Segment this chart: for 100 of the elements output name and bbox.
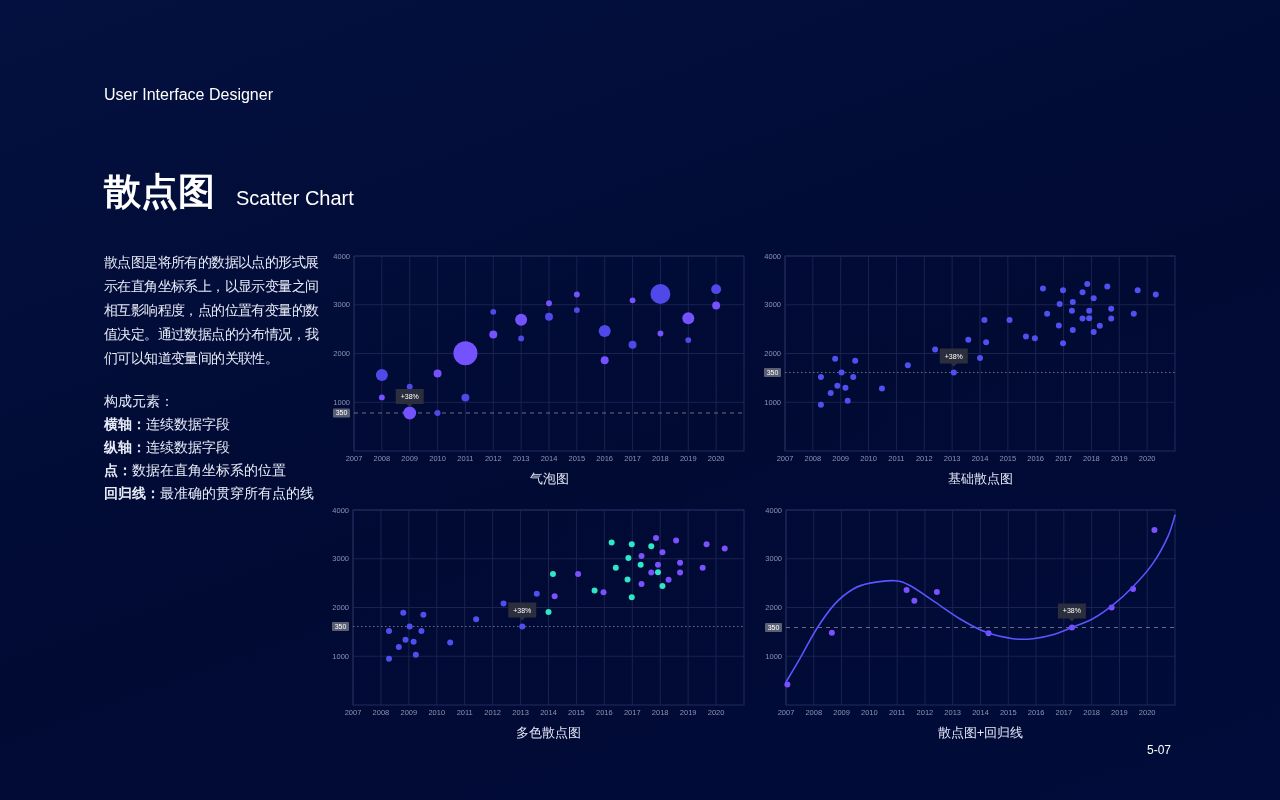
point (654, 569, 661, 576)
text: 回归线：最准确的贯穿所有点的线 (104, 485, 314, 503)
point (648, 569, 655, 576)
text: 点：数据在直角坐标系的位置 (104, 462, 286, 480)
point (665, 576, 672, 583)
point (654, 561, 661, 568)
point (1084, 281, 1091, 288)
text: 纵轴：连续数据字段 (104, 439, 230, 457)
point (817, 373, 824, 380)
point (1039, 285, 1046, 292)
point (624, 576, 631, 583)
point (659, 583, 666, 590)
point (608, 539, 615, 546)
point (1022, 333, 1029, 340)
point (1090, 295, 1097, 302)
point (842, 384, 849, 391)
point (1060, 287, 1067, 294)
point (1079, 315, 1086, 322)
point (600, 589, 607, 596)
point (1096, 322, 1103, 329)
point (420, 611, 427, 618)
point (1079, 289, 1086, 296)
text: 5-07 (1147, 743, 1172, 757)
text: 散点图是将所有的数据以点的形式展示在直角坐标系上，以显示变量之间相互影响程度，点的位置有变量的数值决定。通过数据点的分布情况，我们可以知道变量间的关联性。 (104, 253, 320, 368)
point (418, 627, 425, 634)
point (591, 587, 598, 594)
point (844, 397, 851, 404)
point (827, 389, 834, 396)
point (1108, 315, 1115, 322)
point (933, 588, 940, 595)
point (400, 609, 407, 616)
point (549, 571, 556, 578)
point (699, 564, 706, 571)
text: 散点图+回归线 (937, 725, 1024, 740)
point (904, 362, 911, 369)
point (1031, 335, 1038, 342)
point (637, 561, 644, 568)
point (721, 545, 728, 552)
point (828, 629, 835, 636)
point (677, 569, 684, 576)
point (1044, 310, 1051, 317)
point (932, 346, 939, 353)
point (817, 401, 824, 408)
point (648, 543, 655, 550)
point (653, 535, 660, 542)
point (911, 597, 918, 604)
point (832, 355, 839, 362)
text: 基础散点图 (947, 471, 1013, 486)
point (1108, 305, 1115, 312)
point (628, 541, 635, 548)
point (878, 385, 885, 392)
point (983, 339, 990, 346)
point (533, 590, 540, 597)
point (1068, 307, 1075, 314)
point (519, 623, 526, 630)
point (981, 317, 988, 324)
point (412, 651, 419, 658)
point (473, 616, 480, 623)
point (410, 638, 417, 645)
point (395, 643, 402, 650)
text: 构成元素： (104, 393, 174, 411)
point (1069, 299, 1076, 306)
point (1152, 291, 1159, 298)
point (386, 655, 393, 662)
point (1130, 310, 1137, 317)
point (402, 636, 409, 643)
point (1104, 283, 1111, 290)
point (1086, 315, 1093, 322)
point (1151, 526, 1158, 533)
point (838, 369, 845, 376)
point (386, 627, 393, 634)
point (1006, 317, 1013, 324)
point (625, 555, 632, 562)
point (850, 373, 857, 380)
point (1069, 327, 1076, 334)
point (545, 608, 552, 615)
text: User Interface Designer (104, 86, 273, 104)
point (1090, 329, 1097, 336)
point (903, 586, 910, 593)
point (612, 564, 619, 571)
text: 横轴：连续数据字段 (104, 416, 230, 434)
point (703, 541, 710, 548)
text: 散点图 (104, 170, 215, 214)
point (1134, 287, 1141, 294)
point (1086, 307, 1093, 314)
point (673, 537, 680, 544)
point (551, 593, 558, 600)
point (852, 357, 859, 364)
text: Scatter Chart (236, 187, 354, 210)
point (965, 336, 972, 343)
point (638, 553, 645, 560)
point (1055, 322, 1062, 329)
point (638, 581, 645, 588)
point (575, 571, 582, 578)
point (659, 549, 666, 556)
point (406, 623, 413, 630)
point (628, 594, 635, 601)
point (447, 639, 454, 646)
point (977, 354, 983, 361)
text: 多色散点图 (516, 725, 581, 740)
